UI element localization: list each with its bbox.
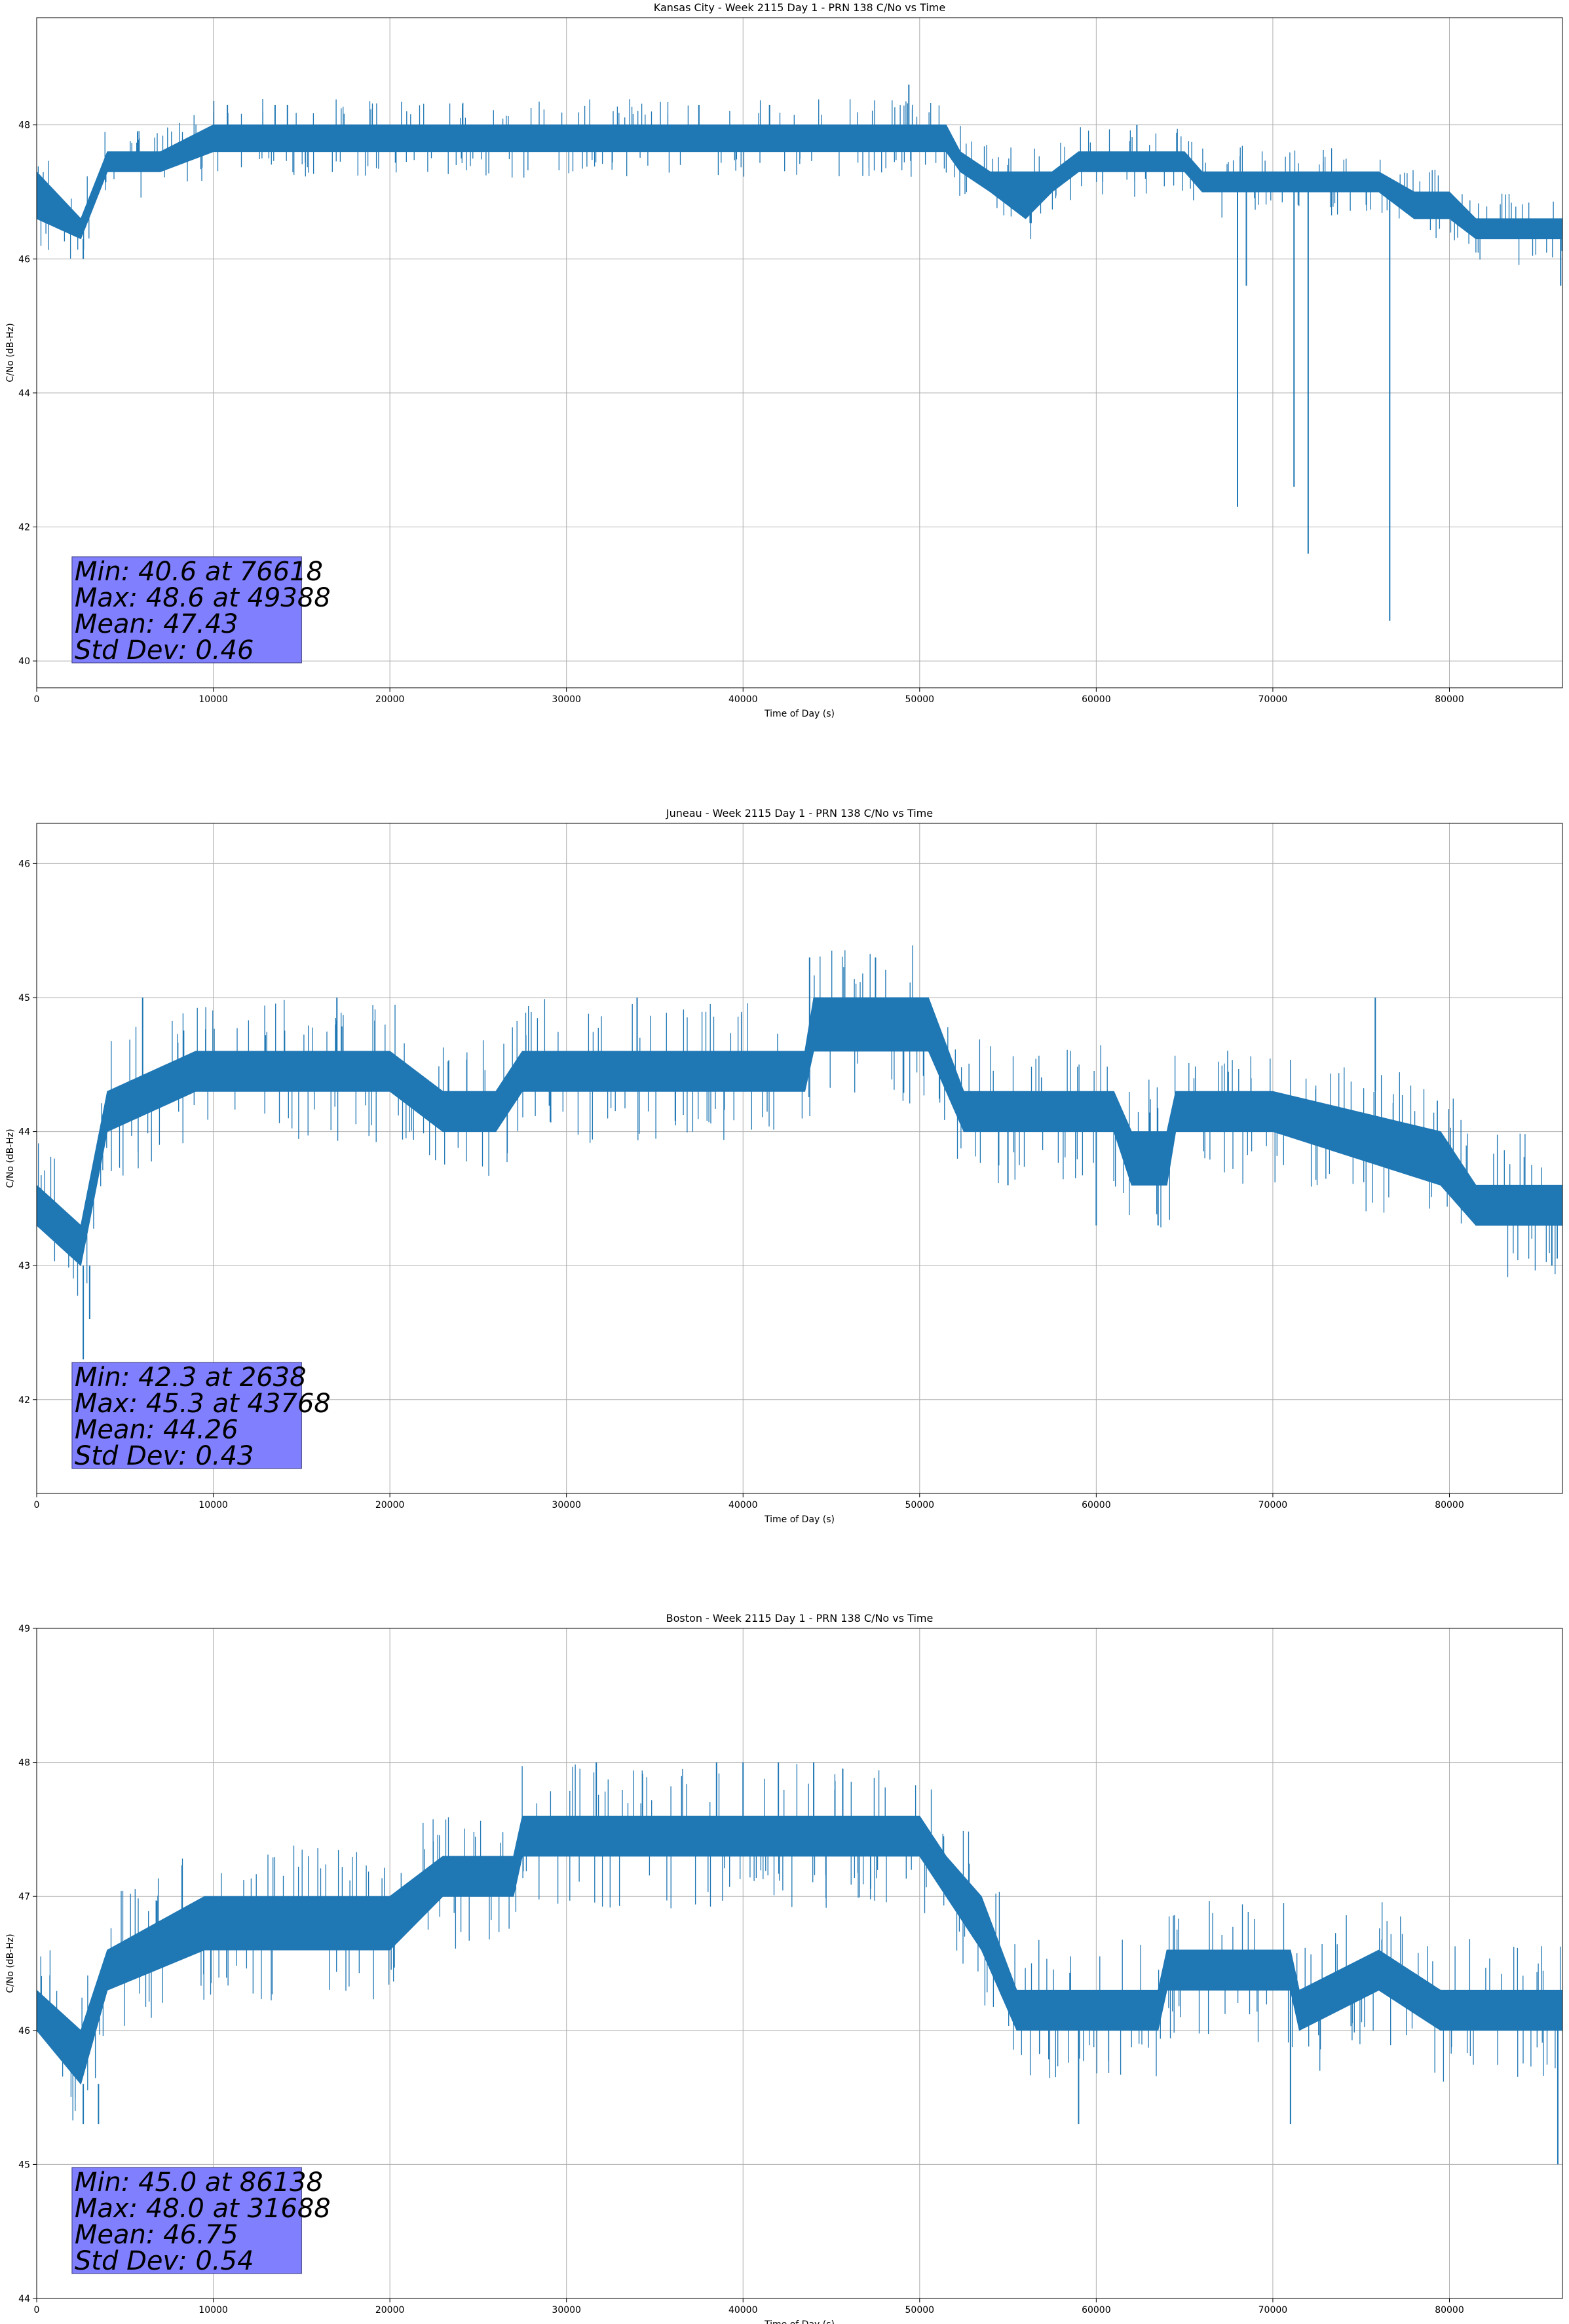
x-tick-label: 0 bbox=[34, 1500, 40, 1510]
stats-line: Max: 48.0 at 31688 bbox=[75, 2194, 331, 2224]
stats-line: Std Dev: 0.54 bbox=[75, 2246, 254, 2276]
x-tick-label: 40000 bbox=[728, 2305, 758, 2315]
stats-box bbox=[71, 556, 302, 664]
x-tick-label: 30000 bbox=[552, 1500, 581, 1510]
x-tick-label: 20000 bbox=[375, 2305, 405, 2315]
chart-boston: 0 10000 20000 30000 40000 50000 60000 70000 8000… bbox=[5, 1612, 1563, 2324]
y-tick-label: 48 bbox=[18, 121, 30, 131]
stats-line: Min: 40.6 at 76618 bbox=[75, 557, 323, 587]
x-tick-label: 80000 bbox=[1435, 694, 1464, 705]
stats-line: Min: 42.3 at 2638 bbox=[75, 1362, 307, 1393]
x-tick-label: 30000 bbox=[552, 694, 581, 705]
x-tick-label: 10000 bbox=[198, 1500, 228, 1510]
plot-frame bbox=[36, 17, 1563, 688]
x-tick-label: 0 bbox=[34, 2305, 40, 2315]
stats-line: Max: 45.3 at 43768 bbox=[75, 1389, 331, 1419]
stats-line: Std Dev: 0.46 bbox=[75, 635, 254, 665]
x-tick-label: 20000 bbox=[375, 1500, 405, 1510]
y-tick-label: 46 bbox=[18, 859, 30, 869]
series-band bbox=[36, 1815, 1563, 2085]
x-axis-label: Time of Day (s) bbox=[764, 1514, 835, 1525]
y-tick-label: 44 bbox=[18, 388, 30, 399]
y-tick-label: 44 bbox=[18, 1127, 30, 1138]
y-tick-label: 42 bbox=[18, 1395, 30, 1406]
x-tick-label: 60000 bbox=[1082, 2305, 1111, 2315]
chart-juneau: 0 10000 20000 30000 40000 50000 60000 70000 8000… bbox=[5, 807, 1563, 1525]
x-tick-label: 60000 bbox=[1082, 694, 1111, 705]
stats-box bbox=[71, 2167, 302, 2274]
stats-line: Mean: 47.43 bbox=[75, 609, 238, 639]
x-axis-label: Time of Day (s) bbox=[764, 2319, 835, 2324]
chart-title: Kansas City - Week 2115 Day 1 - PRN 138 … bbox=[654, 1, 945, 14]
x-tick-label: 80000 bbox=[1435, 1500, 1464, 1510]
series-band bbox=[36, 124, 1563, 240]
x-tick-label: 70000 bbox=[1258, 2305, 1288, 2315]
y-tick-label: 46 bbox=[18, 254, 30, 265]
y-axis-label: C/No (dB-Hz) bbox=[5, 323, 16, 382]
plot-frame bbox=[36, 823, 1563, 1494]
stats-line: Std Dev: 0.43 bbox=[75, 1441, 254, 1471]
x-axis-label: Time of Day (s) bbox=[764, 709, 835, 719]
x-tick-label: 50000 bbox=[905, 694, 935, 705]
stats-box bbox=[71, 1362, 302, 1469]
y-axis-label: C/No (dB-Hz) bbox=[5, 1129, 16, 1188]
y-tick-label: 49 bbox=[18, 1624, 30, 1634]
y-tick-label: 46 bbox=[18, 2026, 30, 2036]
series-noise bbox=[37, 99, 1562, 265]
chart-title: Juneau - Week 2115 Day 1 - PRN 138 C/No … bbox=[666, 807, 933, 819]
stats-line: Max: 48.6 at 49388 bbox=[75, 583, 331, 613]
x-tick-label: 40000 bbox=[728, 694, 758, 705]
y-tick-label: 42 bbox=[18, 522, 30, 533]
chart-title: Boston - Week 2115 Day 1 - PRN 138 C/No … bbox=[666, 1612, 934, 1624]
stats-line: Min: 45.0 at 86138 bbox=[75, 2167, 323, 2198]
y-tick-label: 45 bbox=[18, 2160, 30, 2170]
y-tick-label: 40 bbox=[18, 656, 30, 667]
x-tick-label: 50000 bbox=[905, 1500, 935, 1510]
x-tick-label: 0 bbox=[34, 694, 40, 705]
x-tick-label: 80000 bbox=[1435, 2305, 1464, 2315]
y-tick-label: 47 bbox=[18, 1892, 30, 1902]
chart-kansas-city: 0 10000 20000 30000 40000 50000 60000 70000 8000… bbox=[5, 1, 1563, 719]
y-tick-label: 44 bbox=[18, 2294, 30, 2304]
x-tick-label: 10000 bbox=[198, 694, 228, 705]
series-noise bbox=[38, 945, 1558, 1296]
y-tick-label: 45 bbox=[18, 993, 30, 1003]
stats-line: Mean: 46.75 bbox=[75, 2220, 238, 2250]
x-tick-label: 20000 bbox=[375, 694, 405, 705]
x-tick-label: 70000 bbox=[1258, 694, 1288, 705]
y-tick-label: 43 bbox=[18, 1261, 30, 1271]
x-tick-label: 70000 bbox=[1258, 1500, 1288, 1510]
x-tick-label: 60000 bbox=[1082, 1500, 1111, 1510]
x-tick-label: 40000 bbox=[728, 1500, 758, 1510]
y-axis-label: C/No (dB-Hz) bbox=[5, 1934, 16, 1993]
x-tick-label: 10000 bbox=[198, 2305, 228, 2315]
x-tick-label: 50000 bbox=[905, 2305, 935, 2315]
series-noise bbox=[40, 1764, 1561, 2121]
plot-frame bbox=[36, 1628, 1563, 2299]
x-tick-label: 30000 bbox=[552, 2305, 581, 2315]
stats-line: Mean: 44.26 bbox=[75, 1415, 238, 1445]
y-tick-label: 48 bbox=[18, 1758, 30, 1769]
